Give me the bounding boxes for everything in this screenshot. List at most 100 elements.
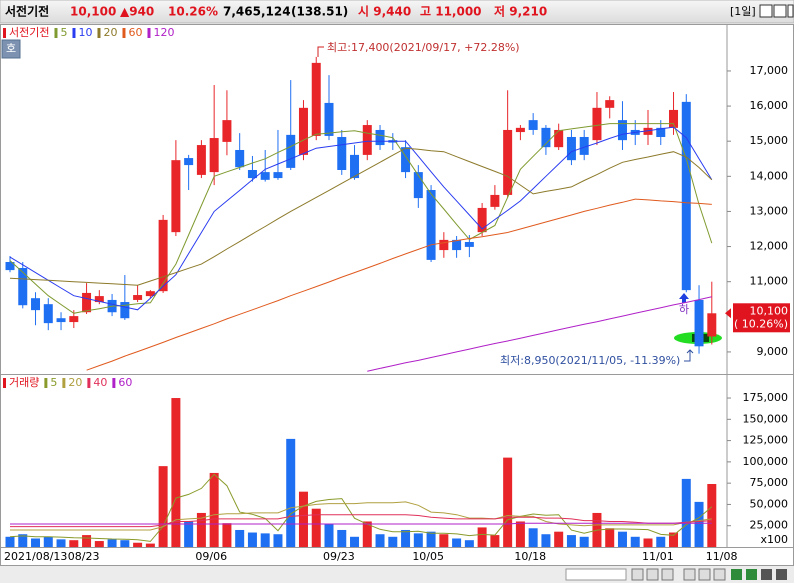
candle-body [324, 102, 334, 136]
candle-body [43, 304, 53, 324]
candle-body [171, 160, 181, 233]
volume-bar [362, 521, 372, 547]
candle-body [452, 239, 462, 251]
candle-body [350, 154, 360, 179]
candle-body [260, 172, 270, 180]
candle-body [184, 158, 194, 166]
candle-body [464, 241, 474, 247]
tool-button[interactable] [646, 568, 659, 581]
y-tick-label: 12,000 [750, 240, 789, 253]
legend-label: 20 [68, 376, 82, 389]
moving-average [9, 473, 713, 542]
candle-body [337, 136, 347, 170]
x-tick-label: 11/08 [706, 550, 738, 563]
candle-body [503, 129, 513, 195]
maximize-button[interactable] [773, 4, 787, 18]
candle-body [298, 107, 308, 155]
volume-bar [120, 540, 130, 547]
candle-body [120, 302, 130, 319]
moving-average [10, 522, 712, 525]
legend-swatch [147, 28, 151, 38]
legend-swatch [44, 378, 48, 388]
y-tick-label: 13,000 [750, 204, 789, 217]
volume-bar [388, 536, 398, 547]
volume-bar [439, 534, 449, 547]
close-button[interactable] [787, 4, 794, 18]
tool-button[interactable] [631, 568, 644, 581]
x-tick-label: 09/23 [323, 550, 355, 563]
legend-swatch [3, 378, 6, 388]
candle-body [69, 316, 79, 323]
volume-bar [31, 538, 41, 547]
limit-annotation: 하 [679, 302, 689, 316]
volume-tick-label: 75,000 [750, 476, 789, 489]
quote-button-label: 호 [6, 42, 16, 55]
y-tick-label: 17,000 [750, 64, 789, 77]
candle-body [413, 172, 423, 199]
volume-bar [694, 501, 704, 547]
current-price-marker [725, 308, 731, 319]
volume-bar [681, 478, 691, 547]
period[interactable]: [1일] [730, 4, 756, 18]
candle-body [56, 318, 66, 323]
stock-name: 서전기전 [5, 4, 49, 19]
volume-bar [426, 531, 436, 547]
volume-bar [260, 533, 270, 547]
candle-body [707, 313, 717, 337]
settings-button[interactable] [776, 569, 787, 580]
volume-bar [643, 538, 653, 547]
candle-body [656, 127, 666, 137]
volume-rate: (138.51) [291, 5, 348, 19]
candle-body [286, 134, 296, 168]
candle-body [222, 120, 232, 142]
candle-body [592, 107, 602, 141]
candle-body [247, 169, 257, 179]
current-price-label: 10,100 [750, 304, 789, 317]
legend-swatch [87, 378, 91, 388]
candle-body [528, 120, 538, 130]
price: 10,100 [70, 5, 116, 19]
excel-button[interactable] [731, 569, 742, 580]
chart-frame [0, 24, 794, 566]
x-tick-label: 2021/08/13 [4, 550, 67, 563]
volume-bar [158, 466, 168, 547]
toolbar [0, 566, 794, 583]
volume-bar [452, 538, 462, 547]
legend-swatch [112, 378, 116, 388]
moving-average [86, 198, 712, 371]
legend-label: 서전기전 [9, 26, 49, 39]
volume-bar [350, 536, 360, 547]
moving-average [9, 126, 713, 311]
tool-button[interactable] [683, 568, 696, 581]
legend-label: 5 [60, 26, 67, 39]
quote-button[interactable] [1, 39, 21, 59]
x-tick-label: 11/01 [642, 550, 674, 563]
legend-swatch [62, 378, 66, 388]
print-button[interactable] [761, 569, 772, 580]
volume-bar [311, 508, 321, 547]
tool-button[interactable] [713, 568, 726, 581]
tool-button[interactable] [661, 568, 674, 581]
candle-body [439, 239, 449, 251]
volume-bar [94, 541, 104, 547]
volume-bar [82, 535, 92, 547]
candle-body [477, 207, 487, 233]
current-change-label: ( 10.26%) [734, 317, 788, 330]
scrollbar[interactable] [565, 568, 627, 581]
volume-bar [707, 484, 717, 547]
excel-button[interactable] [746, 569, 757, 580]
legend-swatch [97, 28, 101, 38]
x-tick-label: 10/05 [412, 550, 444, 563]
minimize-button[interactable] [759, 4, 773, 18]
volume-tick-label: 125,000 [743, 434, 789, 447]
low-arrow [684, 349, 694, 362]
volume-bar [324, 524, 334, 547]
volume-bar [477, 527, 487, 547]
volume-bar [528, 528, 538, 547]
candle-body [311, 62, 321, 136]
volume-bar [273, 534, 283, 547]
low-annotation: 최저:8,950(2021/11/05, -11.39%) [500, 354, 680, 367]
candle-body [669, 109, 679, 128]
volume-tick-label: 175,000 [743, 391, 789, 404]
tool-button[interactable] [698, 568, 711, 581]
